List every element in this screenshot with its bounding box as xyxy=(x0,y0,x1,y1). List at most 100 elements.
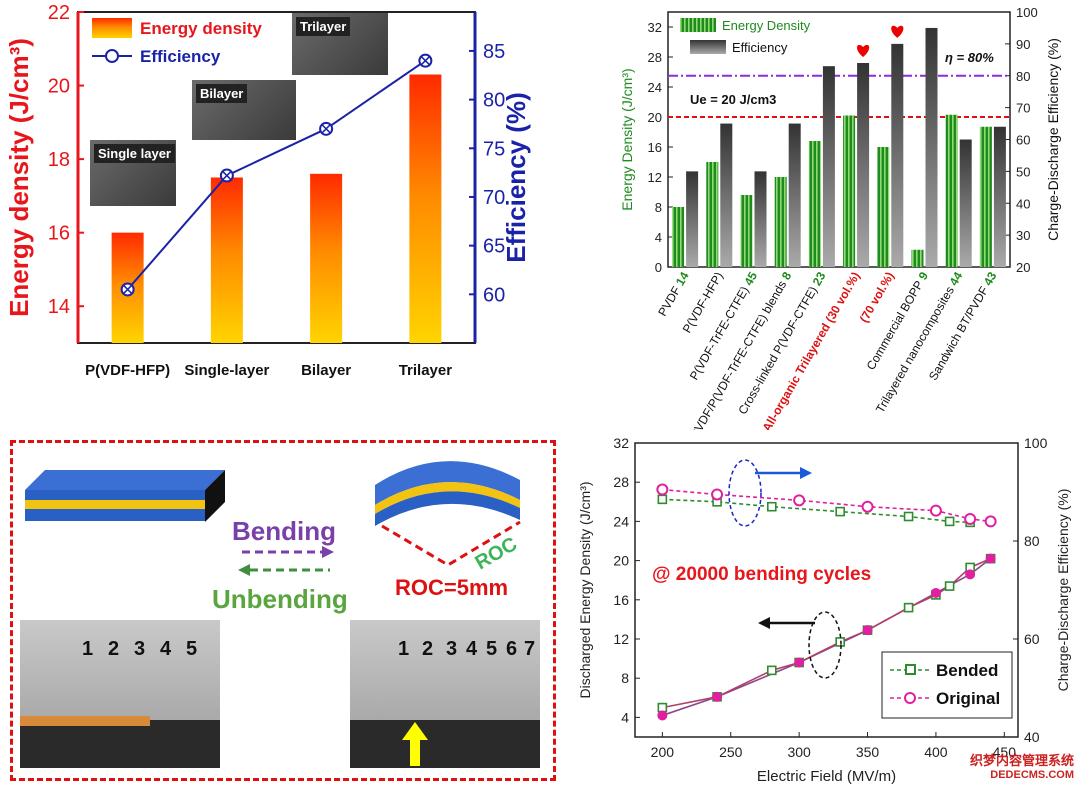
efficiency-group-ellipse xyxy=(728,459,762,527)
energy-group-ellipse xyxy=(808,611,842,679)
ruler-photo-bent: 1 2 3 4 5 6 7 xyxy=(350,620,540,768)
left-tick-label: 0 xyxy=(655,260,662,275)
energy-bar xyxy=(310,173,343,343)
legend-original-marker xyxy=(904,692,916,704)
bending-diagram: Bending Unbending ROC ROC=5mm xyxy=(25,461,521,614)
efficiency-bar xyxy=(720,123,733,267)
legend-efficiency-marker xyxy=(105,49,119,63)
right-tick-label: 40 xyxy=(1024,729,1040,745)
right-tick-label: 70 xyxy=(483,187,505,209)
x-tick-label: 450 xyxy=(993,744,1017,760)
inset-label-single: Single layer xyxy=(94,144,175,163)
left-tick-label: 20 xyxy=(613,553,629,569)
watermark-line1: 织梦内容管理系统 xyxy=(969,753,1074,768)
chart-comparison: 0 4 8 12 16 20 24 28 32 20 30 40 50 60 70 80 90 100 PVDF 1… xyxy=(619,5,1061,430)
plot-frame xyxy=(634,442,1019,738)
left-tick-label: 20 xyxy=(48,76,70,98)
x-axis-label: Electric Field (MV/m) xyxy=(757,768,896,785)
inset-bilayer-photo: Bilayer xyxy=(192,80,296,140)
y2-axis-label: Charge-Discharge Efficiency (%) xyxy=(1055,489,1071,692)
ruler-photo-flat: 1 2 3 4 5 xyxy=(20,620,220,768)
legend-energy-label: Energy density xyxy=(140,19,262,38)
energy-density-bar xyxy=(808,141,821,267)
ue-annotation: Ue = 20 J/cm3 xyxy=(690,92,776,107)
original-energy-marker xyxy=(794,657,805,668)
x-tick-label: 350 xyxy=(856,744,880,760)
left-tick-label: 12 xyxy=(613,631,629,647)
unbending-label: Unbending xyxy=(212,584,348,614)
legend-energy-swatch xyxy=(92,18,132,38)
efficiency-marker-cross xyxy=(123,284,133,294)
left-arrow-head xyxy=(758,617,770,629)
x-tick-ref: 9 xyxy=(914,269,931,285)
efficiency-line xyxy=(126,59,426,291)
y2-axis-label: Charge-Discharge Efficiency (%) xyxy=(1045,38,1061,241)
x-tick-ref: 45 xyxy=(740,269,761,291)
efficiency-bar xyxy=(788,123,801,267)
right-tick-label: 30 xyxy=(1016,228,1030,243)
x-tick-ref: 8 xyxy=(777,269,794,285)
left-tick-label: 24 xyxy=(613,513,629,529)
ruler-mark: 5 xyxy=(486,638,498,660)
original-efficiency-marker xyxy=(984,515,997,528)
energy-bar xyxy=(409,74,442,344)
left-tick-label: 18 xyxy=(48,149,70,171)
legend-efficiency-swatch xyxy=(690,40,726,54)
x-tick-label: 400 xyxy=(924,744,948,760)
ruler-mark: 1 xyxy=(398,638,410,660)
left-tick-label: 20 xyxy=(648,110,662,125)
y-axis-label: Discharged Energy Density (J/cm³) xyxy=(577,481,593,698)
bended-energy-marker xyxy=(657,702,668,713)
right-tick-label: 60 xyxy=(1024,631,1040,647)
right-tick-label: 80 xyxy=(483,90,505,112)
x-tick-ref: 44 xyxy=(945,269,966,291)
original-energy-marker xyxy=(712,691,723,702)
bent-film xyxy=(375,461,521,567)
y-axis-label: Energy Density (J/cm³) xyxy=(619,68,635,210)
left-tick-label: 14 xyxy=(48,296,70,318)
energy-density-bar xyxy=(911,249,924,267)
original-energy-marker xyxy=(657,710,668,721)
legend-original-label: Original xyxy=(936,689,1000,708)
efficiency-bar xyxy=(686,171,699,267)
legend-efficiency-label: Efficiency xyxy=(140,47,221,66)
x-tick-ref: 23 xyxy=(808,269,829,291)
right-tick-label: 20 xyxy=(1016,260,1030,275)
efficiency-bar xyxy=(993,126,1006,267)
x-tick-label: Bilayer xyxy=(301,362,351,379)
chart-bending-cycles: 200 250 300 350 400 450 4 8 12 16 20 24 28 32 40 60 80 10… xyxy=(577,435,1071,785)
legend-bended-label: Bended xyxy=(936,661,998,680)
efficiency-marker-cross xyxy=(321,124,331,134)
y-axis-label: Energy density (J/cm³) xyxy=(4,38,34,317)
chart-layer-structure: 14 16 18 20 22 60 65 70 75 80 85 P(VDF-HFP) Single-l… xyxy=(4,2,531,379)
ruler-mark: 2 xyxy=(108,638,120,660)
bended-energy-marker xyxy=(835,637,845,647)
efficiency-bar xyxy=(959,139,972,267)
inset-single-layer-photo: Single layer xyxy=(90,140,176,206)
original-efficiency-marker xyxy=(793,494,806,507)
right-tick-label: 50 xyxy=(1016,164,1030,179)
right-tick-label: 75 xyxy=(483,138,505,160)
x-tick-label: Trilayer xyxy=(399,362,453,379)
ruler-mark: 1 xyxy=(82,638,94,660)
ruler-mark: 4 xyxy=(466,638,478,660)
bended-energy-marker xyxy=(766,665,777,676)
x-tick-label: 200 xyxy=(651,744,675,760)
right-tick-label: 85 xyxy=(483,41,505,63)
inset-label-trilayer: Trilayer xyxy=(296,17,351,36)
ruler-mark: 7 xyxy=(524,638,536,660)
energy-density-bar xyxy=(672,207,685,267)
original-energy-marker xyxy=(862,625,873,636)
original-efficiency-marker xyxy=(711,488,724,501)
efficiency-bar xyxy=(891,43,904,267)
right-tick-label: 100 xyxy=(1024,435,1048,451)
legend-efficiency-label: Efficiency xyxy=(732,40,788,55)
efficiency-bar xyxy=(925,27,938,267)
left-tick-label: 28 xyxy=(648,50,662,65)
efficiency-marker-cross xyxy=(420,56,430,66)
x-tick-ref: 14 xyxy=(671,269,692,291)
energy-density-bar xyxy=(945,114,958,267)
left-tick-label: 24 xyxy=(648,80,662,95)
bended-energy-marker xyxy=(903,602,914,613)
right-tick-label: 90 xyxy=(1016,37,1030,52)
